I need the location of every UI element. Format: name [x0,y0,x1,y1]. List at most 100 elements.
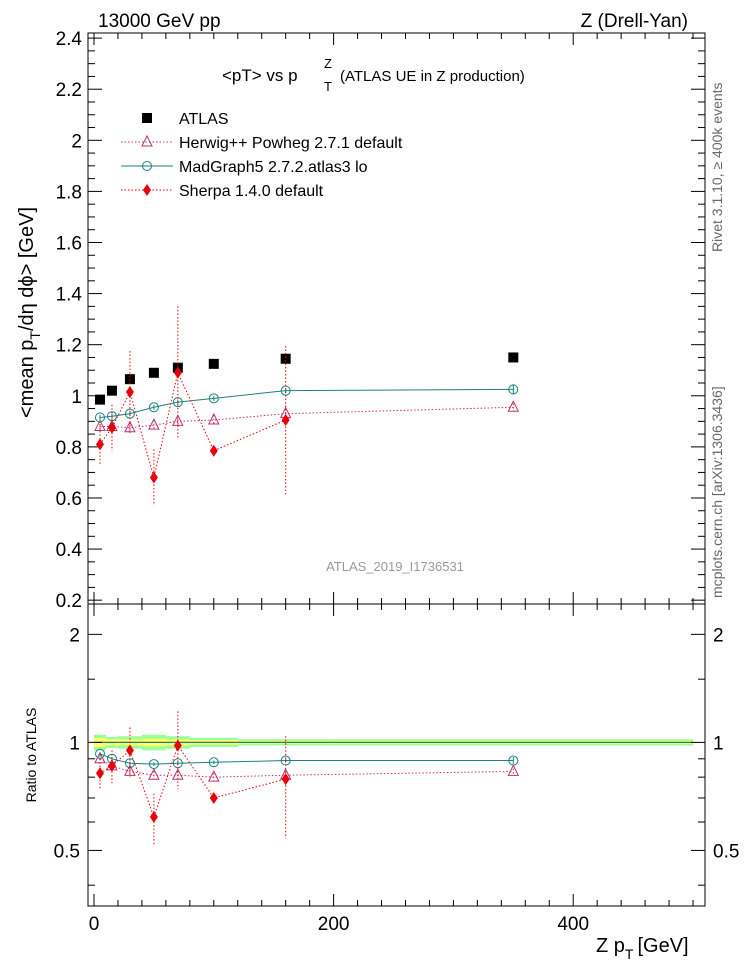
madgraph5-2-7-2-atlas3-lo-main-point [208,393,219,404]
atlas-main-point [148,367,159,378]
madgraph5-2-7-2-atlas3-lo-main-point [94,412,105,423]
sherpa-1-4-0-default-main-point [173,366,182,379]
xlabel-main: Z p [596,935,625,957]
madgraph5-2-7-2-atlas3-lo-ratio-point [208,757,219,768]
y-tick-label: 1 [71,387,82,408]
title-sub: T [324,79,332,94]
x-tick-label: 400 [557,914,589,935]
mcplots-label: mcplots.cern.ch [arXiv:1306.3436] [709,386,725,598]
madgraph5-2-7-2-atlas3-lo-ratio-point [94,748,105,759]
svg-text:<pT> vs p: <pT> vs p [222,66,298,85]
legend-label-herwig-powheg-2-7-1-default: Herwig++ Powheg 2.7.1 default [179,135,403,152]
atlas-main-point [208,358,219,369]
legend-label-atlas: ATLAS [179,111,229,128]
ylabel-main: <mean p [16,340,38,418]
ratio-tick-label-left: 1 [69,733,80,754]
sherpa-1-4-0-default-ratio-point [173,739,182,752]
atlas-main-point [280,353,291,364]
atlas-main-point [94,394,105,405]
sherpa-1-4-0-default-main-point [149,471,158,484]
herwig-powheg-2-7-1-default-ratio-point [172,768,184,780]
legend-marker-madgraph5-2-7-2-atlas3-lo [142,161,152,171]
sherpa-1-4-0-default-main-point [209,444,218,457]
ratio-tick-label-right: 1 [713,733,724,754]
title-rest: (ATLAS UE in Z production) [340,68,525,85]
madgraph5-2-7-2-atlas3-lo-ratio-point [124,758,135,769]
atlas-main-point [508,352,519,363]
header-right: Z (Drell-Yan) [581,11,688,32]
madgraph5-2-7-2-atlas3-lo-ratio-point [508,755,519,766]
herwig-powheg-2-7-1-default-main-point [172,414,184,426]
svg-text:<mean pT/dη dϕ> [GeV]: <mean pT/dη dϕ> [GeV] [16,207,43,418]
sherpa-1-4-0-default-main-point [95,438,104,451]
y-tick-label: 0.8 [56,438,82,459]
herwig-powheg-2-7-1-default-main-point [207,412,220,425]
ratio-tick-label-left: 0.5 [54,841,80,862]
y-tick-label: 2.4 [56,29,83,50]
herwig-powheg-2-7-1-default-main-point [507,400,520,412]
legend-label-madgraph5-2-7-2-atlas3-lo: MadGraph5 2.7.2.atlas3 lo [179,159,368,176]
y-tick-label: 0.2 [56,591,82,612]
xlabel-sub: T [625,946,634,962]
y-tick-label: 1.4 [56,285,83,306]
atlas-main-point [106,385,117,396]
axis-ticks: 0 200 400 0.2 0.4 0.6 0.8 1 1.2 1.4 1.6 1.8 2 2.2 2.4 0… [54,29,740,935]
madgraph5-2-7-2-atlas3-lo-ratio-point [148,759,159,770]
sherpa-1-4-0-default-ratio-point [95,767,104,780]
sherpa-1-4-0-default-main-point [125,385,134,398]
herwig-powheg-2-7-1-default-ratio-point [148,768,160,780]
sherpa-1-4-0-default-ratio-line [99,744,286,819]
sherpa-1-4-0-default-main-point [107,421,116,434]
series-atlas [94,352,519,405]
y-tick-label: 2.2 [56,80,82,101]
ratio-tick-label-left: 2 [69,625,80,646]
madgraph5-2-7-2-atlas3-lo-main-line [99,388,514,418]
herwig-powheg-2-7-1-default-ratio-point [207,770,220,782]
y-tick-label: 0.4 [56,540,83,561]
header-left: 13000 GeV pp [98,11,221,32]
y-tick-label: 2 [71,131,82,152]
madgraph5-2-7-2-atlas3-lo-main-point [508,384,519,395]
ratio-y-label: Ratio to ATLAS [23,708,39,803]
sherpa-1-4-0-default-ratio-point [209,791,218,804]
title-sup: Z [324,56,332,71]
x-tick-label: 0 [89,914,100,935]
madgraph5-2-7-2-atlas3-lo-main-point [106,411,117,422]
legend-marker-herwig-powheg-2-7-1-default [141,134,153,147]
herwig-powheg-2-7-1-default-ratio-point [124,764,136,776]
herwig-powheg-2-7-1-default-ratio-line [99,758,514,778]
legend: ATLAS Herwig++ Powheg 2.7.1 default MadGra… [121,111,403,200]
y-tick-label: 0.6 [56,489,82,510]
ratio-frame [87,603,706,907]
ylabel-sub: T [27,331,43,340]
x-tick-label: 200 [318,914,350,935]
sherpa-1-4-0-default-main-point [281,414,290,427]
sherpa-1-4-0-default-ratio-point [281,773,290,786]
sherpa-1-4-0-default-ratio-point [149,810,158,823]
y-axis-label: <mean pT/dη dϕ> [GeV] [16,207,43,418]
legend-marker-atlas [142,113,152,123]
rivet-label: Rivet 3.1.10, ≥ 400k events [709,82,725,252]
xlabel-unit: [GeV] [637,935,688,957]
legend-marker-sherpa-1-4-0-default [143,184,151,196]
sherpa-1-4-0-default-ratio-point [125,744,134,757]
analysis-label: ATLAS_2019_I1736531 [326,559,464,574]
chart-title: <pT> vs p Z T (ATLAS UE in Z production) [222,56,525,94]
ratio-bands [93,734,694,751]
series-sherpa-1-4-0-default [95,306,290,845]
herwig-powheg-2-7-1-default-main-point [148,418,160,430]
x-axis-label: Z pT [GeV] [596,935,689,962]
herwig-powheg-2-7-1-default-ratio-point [507,764,520,776]
series-madgraph5-2-7-2-atlas3-lo [94,384,519,770]
madgraph5-2-7-2-atlas3-lo-main-point [148,402,159,413]
y-tick-label: 1.8 [56,182,82,203]
y-tick-label: 1.2 [56,336,82,357]
series-layer [94,306,520,845]
ratio-tick-label-right: 2 [713,625,724,646]
title-main: <pT> vs p [222,66,298,85]
y-tick-label: 1.6 [56,233,82,254]
svg-text:Z pT[GeV]: Z pT [GeV] [596,935,689,962]
madgraph5-2-7-2-atlas3-lo-ratio-line [99,753,514,765]
herwig-powheg-2-7-1-default-main-line [99,406,514,429]
sherpa-1-4-0-default-ratio-point [107,759,116,772]
